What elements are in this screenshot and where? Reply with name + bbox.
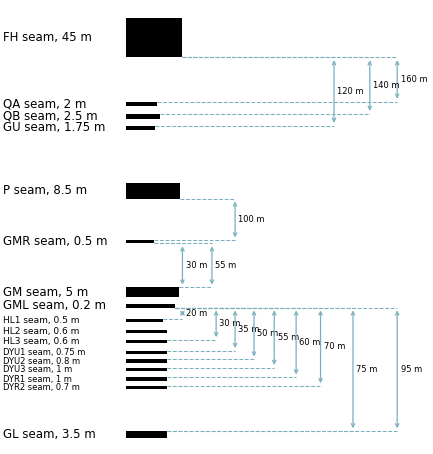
- FancyBboxPatch shape: [126, 102, 157, 106]
- FancyBboxPatch shape: [126, 386, 167, 389]
- FancyBboxPatch shape: [126, 319, 163, 322]
- Text: 160 m: 160 m: [401, 75, 427, 84]
- Text: 35 m: 35 m: [239, 325, 260, 334]
- Text: DYU2 seam, 0.8 m: DYU2 seam, 0.8 m: [3, 356, 80, 365]
- Text: GMR seam, 0.5 m: GMR seam, 0.5 m: [3, 235, 107, 248]
- Text: DYU3 seam, 1 m: DYU3 seam, 1 m: [3, 365, 72, 374]
- Text: 120 m: 120 m: [337, 87, 364, 96]
- Text: 75 m: 75 m: [356, 365, 378, 374]
- Text: GL seam, 3.5 m: GL seam, 3.5 m: [3, 428, 95, 441]
- Text: 55 m: 55 m: [215, 261, 236, 270]
- FancyBboxPatch shape: [126, 351, 167, 354]
- Text: HL3 seam, 0.6 m: HL3 seam, 0.6 m: [3, 337, 79, 346]
- Text: 50 m: 50 m: [257, 329, 279, 338]
- FancyBboxPatch shape: [126, 287, 180, 297]
- FancyBboxPatch shape: [126, 330, 167, 333]
- Text: DYR1 seam, 1 m: DYR1 seam, 1 m: [3, 375, 71, 384]
- FancyBboxPatch shape: [126, 360, 167, 363]
- Text: 30 m: 30 m: [220, 319, 241, 328]
- Text: HL2 seam, 0.6 m: HL2 seam, 0.6 m: [3, 327, 79, 336]
- FancyBboxPatch shape: [126, 431, 167, 438]
- Text: 100 m: 100 m: [239, 215, 265, 224]
- Text: GU seam, 1.75 m: GU seam, 1.75 m: [3, 121, 105, 134]
- FancyBboxPatch shape: [126, 126, 155, 130]
- Text: HL1 seam, 0.5 m: HL1 seam, 0.5 m: [3, 316, 79, 325]
- Text: P seam, 8.5 m: P seam, 8.5 m: [3, 184, 87, 197]
- Text: DYU1 seam, 0.75 m: DYU1 seam, 0.75 m: [3, 348, 85, 357]
- Text: 140 m: 140 m: [373, 81, 400, 90]
- FancyBboxPatch shape: [126, 240, 154, 243]
- Text: QA seam, 2 m: QA seam, 2 m: [3, 97, 86, 110]
- Text: GM seam, 5 m: GM seam, 5 m: [3, 286, 88, 299]
- Text: 70 m: 70 m: [324, 342, 345, 351]
- Text: FH seam, 45 m: FH seam, 45 m: [3, 31, 91, 44]
- FancyBboxPatch shape: [126, 377, 167, 381]
- Text: DYR2 seam, 0.7 m: DYR2 seam, 0.7 m: [3, 383, 80, 392]
- FancyBboxPatch shape: [126, 183, 180, 198]
- FancyBboxPatch shape: [126, 18, 182, 57]
- FancyBboxPatch shape: [126, 368, 167, 371]
- Text: 60 m: 60 m: [300, 338, 321, 347]
- FancyBboxPatch shape: [126, 304, 175, 307]
- FancyBboxPatch shape: [126, 340, 167, 343]
- Text: 20 m: 20 m: [186, 309, 207, 318]
- Text: GML seam, 0.2 m: GML seam, 0.2 m: [3, 300, 106, 312]
- FancyBboxPatch shape: [126, 114, 160, 119]
- Text: 55 m: 55 m: [278, 333, 299, 342]
- Text: 30 m: 30 m: [186, 261, 207, 270]
- Text: 95 m: 95 m: [401, 365, 422, 374]
- Text: QB seam, 2.5 m: QB seam, 2.5 m: [3, 110, 97, 123]
